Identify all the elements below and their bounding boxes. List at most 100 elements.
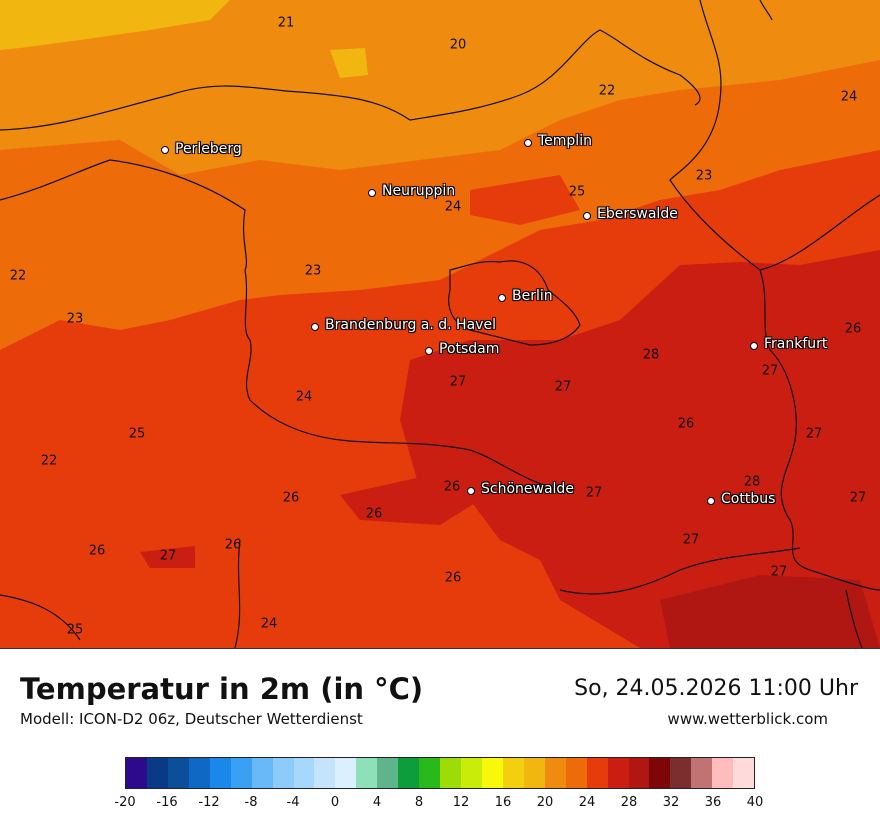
legend-swatch [167,758,189,788]
temp-label: 27 [159,548,177,564]
city-marker [750,342,758,350]
temp-label: 26 [365,506,383,522]
legend-swatch [607,758,629,788]
legend-swatch [314,758,336,788]
legend-ticks: -20 -16 -12 -8 -4 0 4 8 12 16 20 24 28 32 36 40 [114,795,763,815]
legend-swatch [146,758,168,788]
temp-label: 26 [443,479,461,495]
legend-tick-label: 4 [372,795,382,810]
temp-label: 28 [743,474,761,490]
temp-label: 26 [444,570,462,586]
temp-label: 26 [224,537,242,553]
temp-zone-18-20 [0,0,230,50]
city-label-perleberg[interactable]: Perleberg [175,141,242,157]
temp-label: 27 [554,379,572,395]
legend-swatch [733,758,755,788]
legend-swatch [523,758,545,788]
berlin-border [448,260,581,346]
legend-tick-label: 24 [578,795,596,810]
temp-label: 27 [682,532,700,548]
legend-swatch [188,758,210,788]
temp-label: 27 [585,485,603,501]
city-marker [161,146,169,154]
legend-swatch [461,758,482,788]
temp-label: 23 [66,311,84,327]
legend-tick-label: 32 [662,795,680,810]
legend-swatch [628,758,650,788]
city-marker [498,294,506,302]
city-marker [368,189,376,197]
color-legend [125,757,755,789]
legend-tick-label: 40 [746,795,764,810]
legend-swatch [398,758,420,788]
legend-swatch [293,758,315,788]
legend-tick-label: 36 [704,795,722,810]
legend-swatch [272,758,294,788]
legend-swatch [565,758,587,788]
legend-tick-label: -4 [286,795,300,810]
legend-swatch [691,758,713,788]
legend-tick-label: -20 [114,795,136,810]
temp-label: 24 [444,199,462,215]
city-label-brandenburg[interactable]: Brandenburg a. d. Havel [325,317,496,333]
city-marker [583,212,591,220]
city-marker [707,497,715,505]
temp-zone-28-30 [660,575,880,648]
legend-tick-label: -16 [156,795,178,810]
temp-label: 23 [304,263,322,279]
website-link[interactable]: www.wetterblick.com [667,710,828,728]
legend-tick-label: 12 [452,795,470,810]
city-marker [467,487,475,495]
temp-label: 24 [295,389,313,405]
temp-label: 26 [677,416,695,432]
legend-swatch [377,758,399,788]
temp-label: 24 [260,616,278,632]
legend-tick-label: -8 [244,795,258,810]
legend-swatch [440,758,461,788]
legend-tick-label: 8 [414,795,424,810]
city-label-potsdam[interactable]: Potsdam [439,341,500,357]
temp-label: 24 [840,89,858,105]
model-info: Modell: ICON-D2 06z, Deutscher Wetterdie… [20,710,363,728]
legend-tick-label: -12 [198,795,220,810]
temp-label: 26 [844,321,862,337]
temp-label: 22 [9,268,27,284]
temp-label: 26 [88,543,106,559]
region-borders [0,0,880,648]
city-marker [425,347,433,355]
legend-swatch [502,758,524,788]
city-label-neuruppin[interactable]: Neuruppin [382,183,456,199]
forecast-datetime: So, 24.05.2026 11:00 Uhr [574,676,858,701]
city-label-templin[interactable]: Templin [538,133,592,149]
map-canvas [0,0,880,648]
legend-swatch [544,758,566,788]
temp-zone-26-28 [400,250,880,648]
legend-swatch [670,758,692,788]
temp-label: 22 [40,453,58,469]
legend-swatch [712,758,734,788]
legend-swatch [419,758,441,788]
temp-label: 28 [642,347,660,363]
legend-swatch [335,758,357,788]
legend-tick-label: 20 [536,795,554,810]
city-label-eberswalde[interactable]: Eberswalde [597,206,678,222]
city-label-berlin[interactable]: Berlin [512,288,553,304]
legend-tick-label: 0 [330,795,340,810]
legend-swatch [126,758,147,788]
temp-label: 23 [695,168,713,184]
temp-label: 21 [277,15,295,31]
city-label-frankfurt[interactable]: Frankfurt [764,336,828,352]
legend-swatch [230,758,252,788]
legend-tick-label: 16 [494,795,512,810]
temperature-map[interactable]: 21 20 22 24 23 25 24 22 23 23 28 26 27 2… [0,0,880,649]
city-marker [311,323,319,331]
legend-swatch [586,758,608,788]
city-label-cottbus[interactable]: Cottbus [721,491,776,507]
map-title: Temperatur in 2m (in °C) [20,672,424,706]
temp-label: 22 [598,83,616,99]
temp-label: 27 [805,426,823,442]
legend-swatch [209,758,231,788]
city-label-schoenewalde[interactable]: Schönewalde [481,481,574,497]
temp-label: 26 [282,490,300,506]
legend-swatch [481,758,503,788]
